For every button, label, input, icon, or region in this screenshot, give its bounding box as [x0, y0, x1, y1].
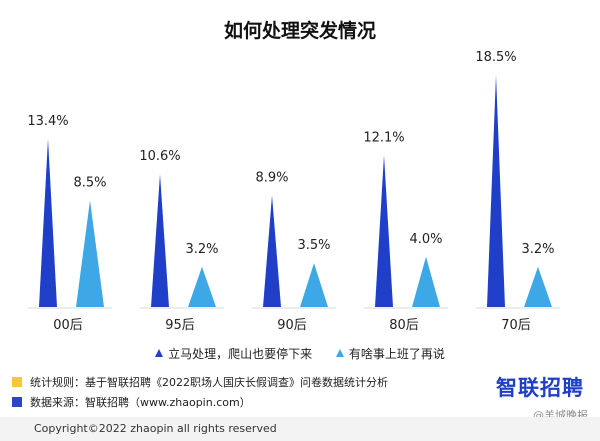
bar-series-2-2 — [300, 263, 328, 307]
data-label-series-1-2: 8.9% — [255, 170, 288, 185]
brand-logo: 智联招聘 — [496, 376, 584, 400]
footer: Copyright©2022 zhaopin all rights reserv… — [0, 417, 600, 441]
triangle-marker-icon — [155, 349, 164, 357]
copyright-text: Copyright©2022 zhaopin all rights reserv… — [34, 422, 277, 435]
data-label-series-2-0: 8.5% — [73, 175, 106, 190]
data-label-series-2-4: 3.2% — [521, 242, 554, 257]
bar-series-1-4 — [487, 75, 505, 307]
chart-title: 如何处理突发情况 — [223, 20, 376, 42]
data-label-series-2-2: 3.5% — [297, 238, 330, 253]
data-label-series-1-0: 13.4% — [27, 114, 68, 129]
bar-series-1-1 — [151, 174, 169, 307]
category-label-4: 70后 — [501, 318, 531, 333]
bar-series-2-1 — [188, 266, 216, 307]
blue-square-icon — [12, 397, 22, 407]
notes: 统计规则：基于智联招聘《2022职场人国庆长假调查》问卷数据统计分析 数据来源：… — [12, 373, 388, 413]
legend-item-series-2: 有啥事上班了再说 — [335, 345, 445, 362]
data-label-series-1-3: 12.1% — [363, 130, 404, 145]
note-rule: 统计规则：基于智联招聘《2022职场人国庆长假调查》问卷数据统计分析 — [12, 373, 388, 393]
data-label-series-1-4: 18.5% — [475, 50, 516, 65]
note-source: 数据来源：智联招聘（www.zhaopin.com） — [12, 393, 388, 413]
category-label-1: 95后 — [165, 318, 195, 333]
bar-chart: 13.4% 8.5% 10.6% 3.2% 8.9% 3.5% 12.1% 4.0% 18.5%… — [27, 50, 560, 333]
bar-series-2-4 — [524, 266, 552, 307]
chart-value-labels: 13.4% 8.5% 10.6% 3.2% 8.9% 3.5% 12.1% 4.0% 18.5%… — [27, 50, 554, 257]
chart-legend: 立马处理，爬山也要停下来 有啥事上班了再说 — [0, 345, 600, 362]
triangle-marker-icon — [335, 349, 344, 357]
legend-label: 有啥事上班了再说 — [348, 347, 445, 361]
chart-category-labels: 00后 95后 90后 80后 70后 — [53, 318, 531, 333]
note-source-text: 数据来源：智联招聘（www.zhaopin.com） — [30, 396, 251, 409]
category-label-3: 80后 — [389, 318, 419, 333]
bar-series-2-3 — [412, 256, 440, 307]
category-label-0: 00后 — [53, 318, 83, 333]
data-label-series-2-1: 3.2% — [185, 242, 218, 257]
bar-series-2-0 — [76, 200, 104, 307]
bar-series-1-3 — [375, 155, 393, 307]
chart-marks — [28, 75, 560, 309]
data-label-series-1-1: 10.6% — [139, 149, 180, 164]
bar-series-1-2 — [263, 195, 281, 307]
note-rule-text: 统计规则：基于智联招聘《2022职场人国庆长假调查》问卷数据统计分析 — [30, 376, 388, 389]
data-label-series-2-3: 4.0% — [409, 232, 442, 247]
legend-item-series-1: 立马处理，爬山也要停下来 — [155, 345, 312, 362]
yellow-square-icon — [12, 377, 22, 387]
legend-label: 立马处理，爬山也要停下来 — [168, 347, 313, 361]
bar-series-1-0 — [39, 139, 57, 307]
category-label-2: 90后 — [277, 318, 307, 333]
